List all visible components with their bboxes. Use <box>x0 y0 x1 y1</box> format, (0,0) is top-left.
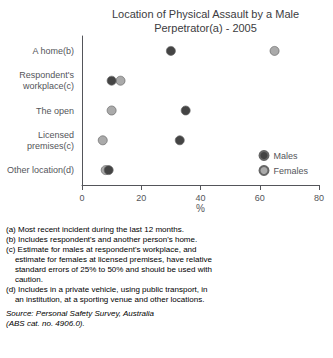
svg-text:Other location(d): Other location(d) <box>7 165 74 175</box>
svg-text:Males: Males <box>273 151 298 161</box>
svg-text:%: % <box>196 203 205 214</box>
svg-text:(ABS cat. no. 4906.0).: (ABS cat. no. 4906.0). <box>6 319 85 328</box>
svg-text:(b) Includes respondent's and: (b) Includes respondent's and another pe… <box>6 235 197 244</box>
svg-text:Licensed: Licensed <box>38 130 74 140</box>
svg-text:0: 0 <box>79 193 84 203</box>
svg-text:standard errors of 25% to 50%: standard errors of 25% to 50% and should… <box>6 265 212 274</box>
svg-text:caution.: caution. <box>6 275 43 284</box>
svg-text:60: 60 <box>255 193 265 203</box>
svg-text:20: 20 <box>136 193 146 203</box>
svg-text:Perpetrator(a) - 2005: Perpetrator(a) - 2005 <box>154 22 257 34</box>
svg-text:(d) Includes in a private vehi: (d) Includes in a private vehicle, using… <box>6 285 207 294</box>
svg-text:80: 80 <box>314 193 324 203</box>
svg-text:(a) Most recent incident durin: (a) Most recent incident during the last… <box>6 225 184 234</box>
svg-text:Location of Physical Assault b: Location of Physical Assault by a Male <box>112 8 299 20</box>
svg-text:an institution, at a sporting: an institution, at a sporting venue and … <box>6 295 204 304</box>
svg-text:premises(c): premises(c) <box>27 141 74 151</box>
svg-text:40: 40 <box>195 193 205 203</box>
svg-text:The open: The open <box>36 106 74 116</box>
svg-text:estimate for females at licens: estimate for females at licensed premise… <box>6 255 212 264</box>
svg-text:workplace(c): workplace(c) <box>22 81 74 91</box>
svg-text:Source: Personal Safety Survey: Source: Personal Safety Survey, Australi… <box>6 309 155 318</box>
svg-text:Females: Females <box>273 166 308 176</box>
svg-text:(c) Estimate for males at resp: (c) Estimate for males at respondent's w… <box>6 245 197 254</box>
svg-text:Respondent's: Respondent's <box>19 70 74 80</box>
svg-text:A home(b): A home(b) <box>32 46 74 56</box>
